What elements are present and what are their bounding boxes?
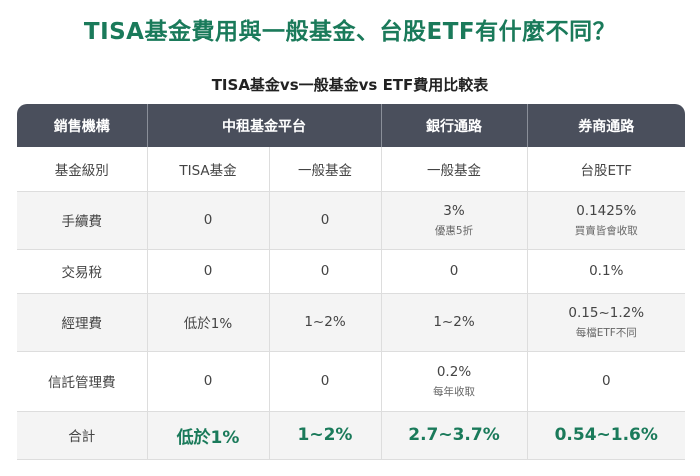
page-headline: TISA基金費用與一般基金、台股ETF有什麼不同？ [83,19,617,45]
cell-total-broker: 0.54~1.6% [527,411,685,460]
handling-fee-broker-note: 買賣皆會收取 [574,224,638,237]
cell-trust-fee-broker: 0 [527,351,685,412]
management-fee-broker-value: 0.15~1.2% [568,304,645,321]
cell-transaction-tax-broker: 0.1% [527,249,685,294]
total-general-value: 1~2% [297,425,353,445]
cell-total-bank: 2.7~3.7% [381,411,528,460]
table-row-handling-fee: 手續費 0 0 3% 優惠5折 0.1425% 買賣皆會收取 [17,191,685,250]
cell-handling-fee-bank: 3% 優惠5折 [381,191,528,250]
table-title: TISA基金vs一般基金vs ETF費用比較表 [211,76,489,94]
cell-trust-fee-bank: 0.2% 每年收取 [381,351,528,412]
cell-transaction-tax-tisa: 0 [147,249,270,294]
handling-fee-broker-value: 0.1425% [576,202,637,219]
comparison-table-container: 銷售機構 中租基金平台 銀行通路 券商通路 基金級別 TISA基金 一般基金 一… [17,104,685,476]
table-row-transaction-tax: 交易稅 0 0 0 0.1% [17,249,685,294]
table-row-total: 合計 低於1% 1~2% 2.7~3.7% 0.54~1.6% [17,411,685,460]
row-label-management-fee: 經理費 [17,293,148,352]
cell-management-fee-bank: 1~2% [381,293,528,352]
row-label-trust-fee: 信託管理費 [17,351,148,412]
cell-handling-fee-general: 0 [269,191,382,250]
cell-trust-fee-tisa: 0 [147,351,270,412]
table-row-management-fee: 經理費 低於1% 1~2% 1~2% 0.15~1.2% 每檔ETF不同 [17,293,685,352]
table-row-trust-fee: 信託管理費 0 0 0.2% 每年收取 0 [17,351,685,412]
cell-management-fee-broker: 0.15~1.2% 每檔ETF不同 [527,293,685,352]
table-header-row: 銷售機構 中租基金平台 銀行通路 券商通路 [17,104,685,147]
total-bank-value: 2.7~3.7% [408,425,500,445]
cell-total-tisa: 低於1% [147,411,270,460]
header-bank-channel: 銀行通路 [381,104,528,147]
cell-transaction-tax-bank: 0 [381,249,528,294]
row-label-fund-class: 基金級別 [17,147,148,192]
row-label-total: 合計 [17,411,148,460]
cell-transaction-tax-general: 0 [269,249,382,294]
cell-total-general: 1~2% [269,411,382,460]
total-broker-value: 0.54~1.6% [554,425,658,445]
cell-fund-class-broker: 台股ETF [527,147,685,192]
cell-fund-class-tisa: TISA基金 [147,147,270,192]
cell-management-fee-general: 1~2% [269,293,382,352]
row-label-transaction-tax: 交易稅 [17,249,148,294]
fee-comparison-table: 銷售機構 中租基金平台 銀行通路 券商通路 基金級別 TISA基金 一般基金 一… [17,104,685,460]
cell-handling-fee-broker: 0.1425% 買賣皆會收取 [527,191,685,250]
table-row-fund-class: 基金級別 TISA基金 一般基金 一般基金 台股ETF [17,147,685,192]
trust-fee-bank-value: 0.2% [436,363,472,380]
handling-fee-bank-value: 3% [443,202,465,219]
cell-fund-class-general: 一般基金 [269,147,382,192]
row-label-handling-fee: 手續費 [17,191,148,250]
header-broker-channel: 券商通路 [527,104,685,147]
total-tisa-value: 低於1% [176,427,240,448]
header-chailease-platform: 中租基金平台 [147,104,382,147]
header-sales-channel: 銷售機構 [17,104,148,147]
cell-trust-fee-general: 0 [269,351,382,412]
cell-management-fee-tisa: 低於1% [147,293,270,352]
management-fee-broker-note: 每檔ETF不同 [575,326,637,339]
handling-fee-bank-note: 優惠5折 [434,224,474,237]
cell-handling-fee-tisa: 0 [147,191,270,250]
trust-fee-bank-note: 每年收取 [433,385,475,398]
cell-fund-class-bank: 一般基金 [381,147,528,192]
